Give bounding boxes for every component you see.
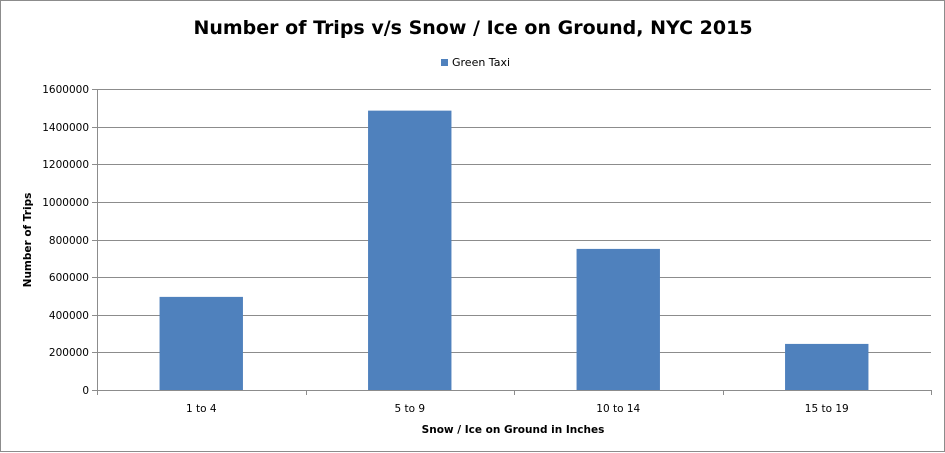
bar: [785, 343, 869, 390]
y-tick-label: 800000: [49, 235, 89, 247]
y-tick-label: 1000000: [42, 197, 89, 209]
bars: [159, 110, 869, 391]
x-tick-label: 1 to 4: [186, 403, 217, 415]
chart-title: Number of Trips v/s Snow / Ice on Ground…: [193, 17, 752, 39]
x-axis-title: Snow / Ice on Ground in Inches: [422, 424, 605, 436]
y-tick-label: 400000: [49, 310, 89, 322]
y-tick-label: 1400000: [42, 122, 89, 134]
y-tick-label: 1200000: [42, 159, 89, 171]
y-tick-label: 200000: [49, 347, 89, 359]
legend-label-green-taxi: Green Taxi: [452, 56, 510, 69]
x-tick-label: 10 to 14: [596, 403, 640, 415]
legend-swatch-green-taxi: [441, 59, 448, 66]
y-tick-label: 0: [82, 385, 89, 397]
bar: [159, 296, 243, 390]
y-tick-label: 600000: [49, 272, 89, 284]
bar: [368, 110, 452, 391]
x-tick-label: 15 to 19: [805, 403, 849, 415]
legend: Green Taxi: [441, 56, 510, 69]
x-tick-label: 5 to 9: [394, 403, 425, 415]
y-tick-label: 1600000: [42, 84, 89, 96]
bar: [576, 248, 660, 390]
x-axis: 1 to 4 5 to 9 10 to 14 15 to 19: [97, 89, 932, 415]
y-axis-title: Number of Trips: [22, 193, 34, 288]
y-axis-ticks: 0 200000 400000 600000 800000 1000000 1200000 1…: [42, 84, 97, 397]
